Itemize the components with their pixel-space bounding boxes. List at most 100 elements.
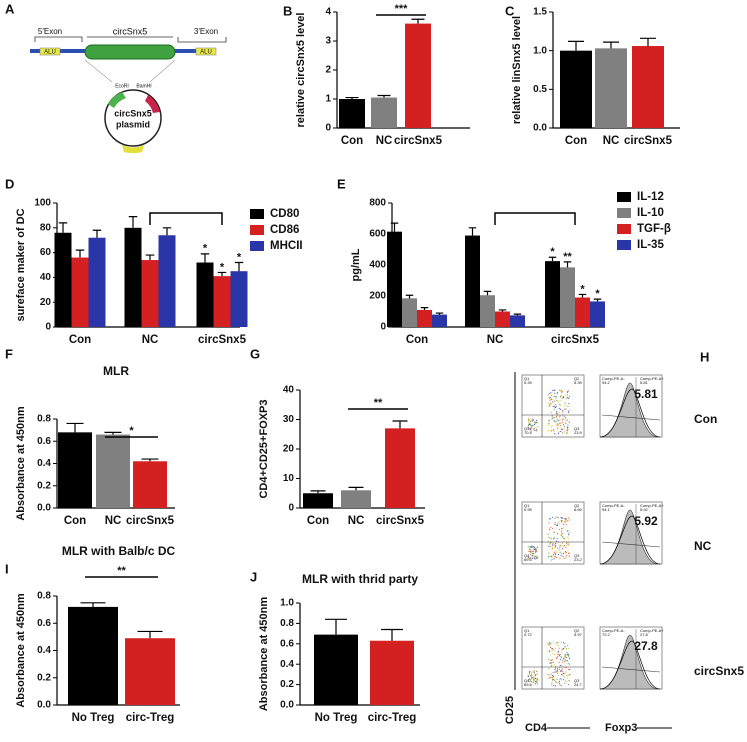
y-tick-label: 1.5	[533, 7, 547, 18]
x-tick-label: circSnx5	[376, 515, 425, 527]
alu-box	[195, 47, 217, 56]
event-dot	[565, 422, 567, 425]
error-bar	[578, 293, 587, 298]
event-dot	[556, 669, 558, 671]
bar	[632, 46, 664, 128]
x-tick-label: circSnx5	[551, 334, 600, 346]
event-dot	[529, 672, 531, 674]
event-dot	[553, 649, 555, 651]
x-tick-label: NC	[348, 515, 365, 527]
event-dot	[534, 430, 536, 432]
event-dot	[548, 536, 550, 539]
event-dot	[537, 430, 539, 432]
event-dot	[552, 648, 554, 650]
event-dot	[550, 643, 552, 645]
event-dot	[536, 678, 538, 680]
event-dot	[568, 532, 570, 534]
event-dot	[550, 402, 552, 405]
event-dot	[569, 668, 571, 670]
y-tick-label: 4	[325, 7, 331, 18]
event-dot	[534, 549, 536, 551]
bracket	[149, 212, 223, 225]
histogram-label: Comp-PE-A+	[640, 628, 664, 633]
error-bar	[390, 222, 399, 232]
quadrant-name: Q4	[524, 553, 530, 558]
event-dot	[562, 409, 564, 412]
event-dot	[557, 670, 559, 672]
event-dot	[536, 673, 538, 675]
panel-label: F	[5, 346, 13, 361]
event-dot	[568, 420, 570, 422]
event-dot	[534, 558, 536, 560]
event-dot	[557, 682, 559, 684]
event-dot	[532, 670, 534, 672]
event-dot	[562, 536, 564, 538]
event-dot	[556, 533, 559, 535]
event-dot	[557, 656, 559, 658]
event-dot	[559, 424, 561, 427]
event-dot	[560, 422, 562, 424]
event-dot	[558, 662, 560, 664]
error-bar	[381, 628, 403, 641]
event-dot	[527, 546, 529, 548]
event-dot	[551, 516, 553, 518]
event-dot	[528, 681, 530, 683]
event-dot	[555, 516, 557, 518]
event-dot	[556, 419, 558, 421]
event-dot	[562, 548, 564, 550]
y-axis-label: sureface maker of DC	[15, 208, 27, 321]
event-dot	[568, 410, 570, 412]
event-dot	[528, 427, 530, 429]
event-dot	[567, 645, 569, 647]
event-dot	[566, 517, 568, 519]
event-dot	[529, 547, 531, 549]
event-dot	[558, 679, 560, 681]
error-bar	[377, 94, 391, 98]
bar	[71, 257, 89, 327]
error-bar	[348, 486, 364, 491]
event-dot	[558, 521, 560, 523]
event-dot	[529, 423, 531, 425]
event-dot	[553, 408, 555, 410]
event-dot	[533, 418, 535, 420]
event-dot	[560, 430, 562, 432]
event-dot	[549, 529, 551, 531]
event-dot	[553, 396, 555, 398]
y-axis-label: Absorbance at 450nm	[258, 597, 270, 712]
bar	[230, 271, 248, 327]
error-bar	[200, 253, 210, 263]
event-dot	[555, 545, 557, 547]
event-dot	[558, 529, 560, 531]
event-dot	[567, 550, 569, 552]
event-dot	[555, 416, 558, 418]
event-dot	[560, 679, 563, 681]
event-dot	[560, 685, 562, 687]
error-bar	[513, 313, 522, 316]
event-dot	[564, 517, 566, 520]
event-dot	[548, 522, 550, 524]
bracket	[494, 212, 576, 225]
y-tick-label: 0.8	[37, 591, 51, 602]
event-dot	[528, 678, 530, 680]
histogram-label: Comp-PE-A-	[602, 503, 625, 508]
y-tick-label: 0.8	[280, 618, 294, 629]
event-dot	[533, 681, 535, 683]
event-dot	[530, 675, 532, 677]
event-dot	[536, 681, 538, 683]
event-dot	[566, 431, 568, 433]
event-dot	[534, 675, 536, 677]
histogram-label: 5.81	[640, 380, 649, 385]
y-tick-label: 0.6	[280, 638, 294, 649]
event-dot	[564, 673, 566, 675]
event-dot	[555, 403, 557, 406]
event-dot	[559, 684, 561, 686]
event-dot	[559, 389, 561, 391]
plasmid-segment	[108, 92, 126, 108]
event-dot	[559, 659, 561, 661]
error-bar	[104, 431, 122, 435]
event-dot	[562, 414, 564, 416]
y-tick-label: 100	[34, 198, 51, 209]
event-dot	[531, 673, 533, 675]
axis-label: CD4	[525, 722, 548, 734]
event-dot	[537, 425, 539, 427]
